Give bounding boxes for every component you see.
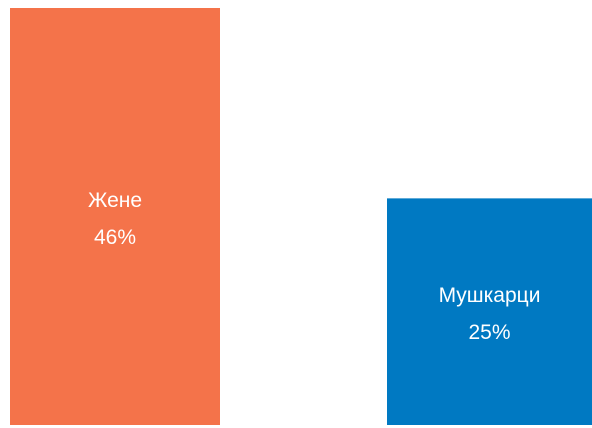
value-label: 25% [468, 321, 510, 344]
bar [387, 198, 592, 425]
bar [10, 8, 220, 425]
value-label: 46% [94, 226, 136, 249]
category-label: Мушкарци [439, 284, 541, 307]
category-label: Жене [88, 189, 142, 212]
